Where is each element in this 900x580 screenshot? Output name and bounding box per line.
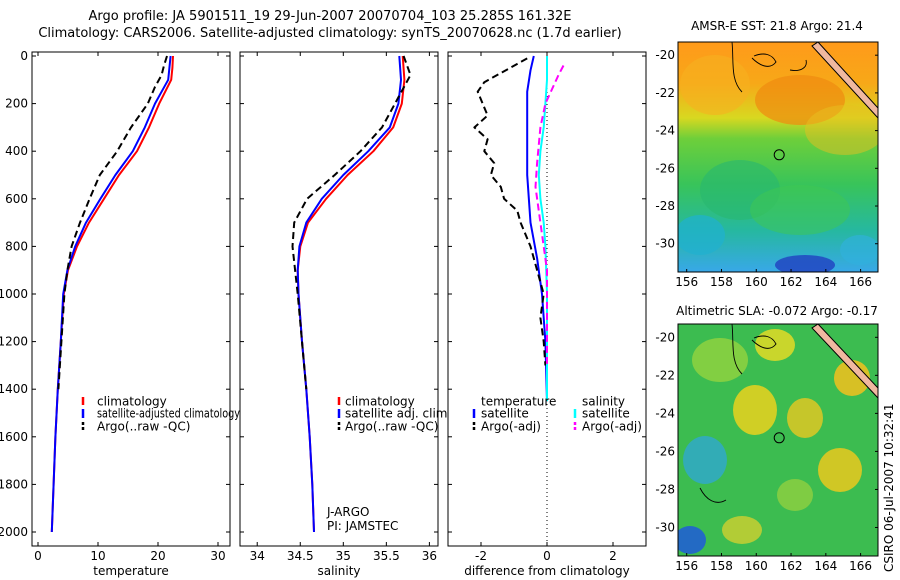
map-x-tick-label: 156: [675, 559, 698, 573]
float-pi-annotation: PI: JAMSTEC: [327, 519, 398, 533]
x-tick-label: 10: [90, 549, 105, 563]
legend-label-climatology: climatology: [97, 395, 167, 409]
salinity-panel: 34 34.5 35 35.5 36 salinity climatology sate…: [239, 51, 451, 578]
y-tick-label: 800: [5, 239, 28, 253]
sst-map-panel: AMSR-E SST: 21.8 Argo: 21.4 156 158 160 162…: [655, 19, 879, 289]
figure-title-line-1: Argo profile: JA 5901511_19 29-Jun-2007 …: [88, 9, 572, 24]
legend-label-temp-satellite: satellite: [481, 407, 529, 421]
x-tick-label: 36: [422, 549, 437, 563]
x-tick-label: 30: [210, 549, 225, 563]
map-y-tick-label: -20: [655, 48, 675, 62]
sla-field: [678, 324, 878, 556]
bathymetry-contours: [731, 42, 807, 93]
map-y-tick-label: -24: [655, 124, 675, 138]
salinity-xlabel: salinity: [317, 564, 360, 578]
map-x-tick-label: 166: [849, 275, 872, 289]
series-line-satellite-adj-clim: [296, 55, 402, 533]
map-x-tick-label: 158: [710, 275, 733, 289]
y-tick-label: 400: [5, 144, 28, 158]
map-y-tick-label: -28: [655, 482, 675, 496]
y-tick-label: 1400: [0, 382, 28, 396]
sla-map-frame: [677, 323, 879, 557]
x-tick-label: 35: [336, 549, 351, 563]
x-tick-label: 34.5: [287, 549, 314, 563]
map-y-tick-label: -30: [655, 520, 675, 534]
difference-xlabel: difference from climatology: [464, 564, 630, 578]
x-tick-label: 2: [609, 549, 617, 563]
y-tick-label: 1000: [0, 287, 28, 301]
map-x-tick-label: 162: [780, 275, 803, 289]
temperature-panel: 0 200 400 600 800 1000 1200 1400 1600 1800 2000 0 1…: [0, 49, 240, 578]
sst-map-title: AMSR-E SST: 21.8 Argo: 21.4: [691, 19, 863, 33]
x-tick-label: 20: [150, 549, 165, 563]
sla-map-title: Altimetric SLA: -0.072 Argo: -0.17: [676, 304, 878, 318]
map-y-tick-label: -20: [655, 330, 675, 344]
temperature-legend: climatology satellite-adjusted climatolo…: [81, 395, 240, 434]
map-x-tick-label: 164: [814, 559, 837, 573]
footer-timestamp: CSIRO 06-Jul-2007 10:32:41: [882, 404, 896, 572]
legend-label-satellite: satellite-adjusted climatology: [97, 407, 240, 421]
series-line-argo-adj: [473, 57, 547, 366]
series-line-satellite-adjusted-climatology: [50, 55, 172, 533]
x-tick-label: 0: [34, 549, 42, 563]
bathymetry-contours: [699, 324, 777, 503]
map-y-tick-label: -22: [655, 368, 675, 382]
y-tick-label: 1200: [0, 335, 28, 349]
map-y-tick-label: -26: [655, 161, 675, 175]
series-line-argo-raw-qc: [57, 55, 168, 390]
map-x-tick-label: 160: [745, 559, 768, 573]
legend-label-climatology: climatology: [345, 395, 415, 409]
map-x-tick-label: 162: [780, 559, 803, 573]
x-tick-label: 35.5: [373, 549, 400, 563]
x-tick-label: 34: [250, 549, 265, 563]
series-line-argo-adj: [534, 65, 565, 366]
figure-title-line-2: Climatology: CARS2006. Satellite-adjuste…: [38, 26, 622, 41]
map-y-tick-label: -28: [655, 199, 675, 213]
float-program-annotation: J-ARGO: [326, 505, 369, 519]
difference-panel: -2 0 2 difference from climatology tempera…: [447, 51, 647, 578]
y-tick-label: 600: [5, 192, 28, 206]
legend-label-satellite: satellite adj. clim.: [345, 407, 451, 421]
y-tick-label: 2000: [0, 525, 28, 539]
map-x-tick-label: 160: [745, 275, 768, 289]
map-y-tick-label: -30: [655, 237, 675, 251]
land-mass: [811, 42, 878, 119]
land-mass: [811, 324, 878, 399]
sst-map-frame: [677, 41, 879, 273]
series-line-satellite: [526, 55, 548, 402]
difference-legend: temperature satellite Argo(-adj) salinit…: [472, 395, 642, 434]
sst-float-marker: [773, 149, 785, 161]
legend-label-argo: Argo(..raw -QC): [97, 420, 190, 434]
legend-header-temperature: temperature: [481, 395, 556, 409]
sla-float-marker: [773, 432, 785, 444]
map-y-tick-label: -22: [655, 86, 675, 100]
map-y-tick-label: -26: [655, 444, 675, 458]
map-x-tick-label: 158: [710, 559, 733, 573]
salinity-legend: climatology satellite adj. clim. Argo(..…: [337, 395, 451, 434]
legend-label-argo: Argo(..raw -QC): [345, 420, 438, 434]
legend-header-salinity: salinity: [582, 395, 625, 409]
y-tick-label: 1600: [0, 430, 28, 444]
salinity-axes-box: [239, 51, 439, 547]
map-x-tick-label: 166: [849, 559, 872, 573]
map-y-tick-label: -24: [655, 406, 675, 420]
y-tick-label: 0: [20, 49, 28, 63]
sla-map-panel: Altimetric SLA: -0.072 Argo: -0.17 156 15…: [655, 304, 879, 573]
sst-field: [678, 42, 878, 272]
x-tick-label: 0: [543, 549, 551, 563]
y-tick-label: 200: [5, 97, 28, 111]
map-x-tick-label: 164: [814, 275, 837, 289]
y-tick-label: 1800: [0, 477, 28, 491]
map-x-tick-label: 156: [675, 275, 698, 289]
legend-label-sal-satellite: satellite: [582, 407, 630, 421]
temperature-xlabel: temperature: [93, 564, 168, 578]
legend-label-sal-argo: Argo(-adj): [582, 420, 642, 434]
legend-label-temp-argo: Argo(-adj): [481, 420, 541, 434]
x-tick-label: -2: [475, 549, 487, 563]
